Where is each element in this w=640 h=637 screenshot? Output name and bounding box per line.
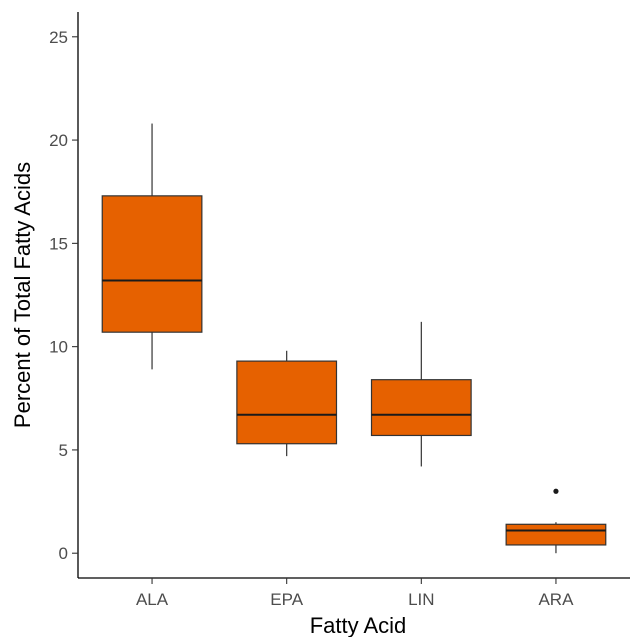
y-tick-label: 15 [49, 234, 68, 253]
y-tick-label: 25 [49, 28, 68, 47]
box-body [101, 195, 203, 333]
box-body [236, 360, 338, 445]
box-body [370, 379, 472, 437]
plot-area [101, 123, 607, 554]
y-axis-ticks: 0 5 10 15 20 25 [49, 28, 78, 563]
y-tick-label: 5 [59, 441, 68, 460]
y-tick-label: 20 [49, 131, 68, 150]
x-axis-ticks: ALA EPA LIN ARA [136, 578, 574, 609]
x-tick-label: LIN [408, 590, 434, 609]
y-axis-title: Percent of Total Fatty Acids [10, 162, 35, 428]
box-lin [370, 321, 472, 467]
box-epa [236, 350, 338, 457]
box-ara [505, 488, 607, 554]
x-axis-title: Fatty Acid [310, 613, 407, 637]
outlier-point [553, 488, 559, 494]
box-ala [101, 123, 203, 370]
x-tick-label: ARA [538, 590, 574, 609]
y-tick-label: 10 [49, 338, 68, 357]
x-tick-label: ALA [136, 590, 169, 609]
box-body [505, 523, 607, 546]
y-tick-label: 0 [59, 544, 68, 563]
x-tick-label: EPA [270, 590, 303, 609]
